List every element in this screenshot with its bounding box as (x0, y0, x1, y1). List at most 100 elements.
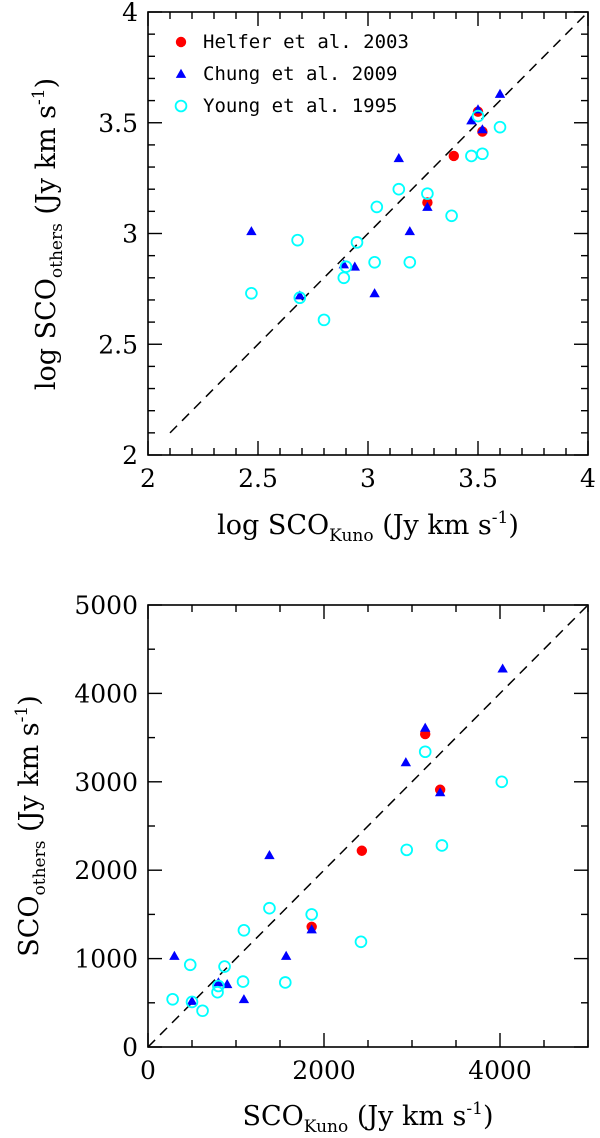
x-axis-title: log SCOKuno (Jy km s-1) (217, 508, 519, 546)
legend-marker (175, 68, 187, 78)
chung-point (264, 849, 275, 860)
young-point (166, 992, 179, 1006)
legend-marker (175, 36, 187, 48)
log-scale-panel: 2 2.5 3 3.5 4 2 2.5 3 3.5 4 Helfer et al. 2003 Chu… (29, 0, 596, 546)
y-tick-label: 2.5 (98, 330, 138, 359)
data-points (245, 88, 507, 327)
y-tick-label: 3.5 (98, 109, 138, 138)
young-point (293, 291, 307, 305)
young-point (278, 976, 292, 989)
young-point (370, 200, 384, 214)
young-point (354, 935, 368, 949)
chung-point (393, 152, 404, 163)
x-tick-label: 2 (140, 464, 156, 493)
young-point (291, 233, 304, 247)
chung-point (306, 924, 317, 934)
young-point (465, 149, 478, 163)
helfer-point (356, 845, 368, 856)
y-tick-label: 2000 (74, 856, 138, 885)
young-point (368, 255, 381, 269)
young-point (317, 313, 331, 327)
legend: Helfer et al. 2003 Chung et al. 2009 Young… (174, 31, 409, 117)
data-points (166, 663, 509, 1018)
chung-point (404, 226, 415, 236)
x-tick-label: 2000 (292, 1056, 356, 1085)
young-point (196, 1004, 209, 1018)
x-tick-label: 3.5 (458, 464, 498, 493)
y-tick-label: 3 (122, 220, 138, 249)
plot-frame (147, 11, 589, 456)
y-tick-label: 2 (122, 441, 138, 470)
chung-point (494, 88, 506, 98)
reference-line-layer (169, 11, 589, 434)
young-point (392, 182, 406, 196)
x-tick-label: 0 (140, 1056, 156, 1085)
chung-point (213, 977, 224, 987)
chung-point (369, 288, 380, 298)
reference-line-layer (147, 604, 589, 1048)
y-tick-label: 1000 (74, 945, 138, 974)
young-point (400, 843, 414, 857)
chung-point (169, 950, 180, 960)
young-point (421, 187, 434, 200)
young-point (212, 979, 225, 993)
chung-point (246, 226, 257, 236)
y-tick-label: 5000 (74, 591, 138, 620)
one-to-one-line (169, 11, 589, 434)
chung-point (497, 663, 508, 673)
young-point (263, 901, 276, 915)
chung-point (238, 994, 250, 1004)
young-point (183, 958, 197, 972)
one-to-one-line (147, 604, 589, 1048)
young-point (403, 255, 417, 269)
young-point (418, 745, 432, 759)
young-point (339, 260, 353, 274)
x-axis-title: SCOKuno (Jy km s-1) (242, 1099, 493, 1137)
young-point (236, 975, 250, 988)
y-tick-label: 4 (122, 0, 138, 27)
chung-point (294, 290, 305, 300)
x-tick-label: 4 (580, 464, 596, 493)
chung-point (186, 995, 198, 1005)
y-axis-title: log SCOothers (Jy km s-1) (29, 78, 67, 390)
young-point (245, 287, 258, 300)
young-point (237, 924, 251, 937)
young-point (337, 271, 351, 285)
y-tick-label: 3000 (74, 768, 138, 797)
x-tick-label: 3 (360, 464, 376, 493)
linear-scale-panel: 0 2000 4000 0 1000 2000 3000 4000 5000 SCOKuno (… (12, 591, 589, 1137)
chung-point (434, 787, 446, 797)
tick-labels: 0 2000 4000 0 1000 2000 3000 4000 5000 (74, 591, 531, 1085)
young-point (218, 960, 231, 973)
chung-point (420, 722, 431, 732)
chung-point (477, 124, 488, 134)
legend-label: Helfer et al. 2003 (203, 31, 409, 53)
chung-point (466, 115, 477, 125)
legend-label: Chung et al. 2009 (203, 63, 397, 85)
young-point (445, 209, 458, 223)
young-point (185, 995, 199, 1009)
x-tick-label: 2.5 (238, 464, 278, 493)
chung-point (422, 201, 433, 211)
legend-marker (174, 99, 188, 113)
young-point (471, 109, 485, 123)
legend-label: Young et al. 1995 (203, 95, 397, 117)
young-point (350, 236, 364, 249)
plot-frame (147, 604, 589, 1048)
chung-point (349, 261, 360, 271)
helfer-point (448, 150, 459, 162)
y-axis-title: SCOothers (Jy km s-1) (12, 695, 50, 957)
young-point (476, 147, 489, 161)
chung-point (400, 757, 412, 767)
young-point (495, 775, 509, 789)
x-tick-label: 4000 (468, 1056, 532, 1085)
young-point (435, 839, 449, 852)
y-tick-label: 0 (122, 1033, 138, 1062)
chung-point (280, 950, 292, 960)
tick-labels: 2 2.5 3 3.5 4 2 2.5 3 3.5 4 (98, 0, 596, 493)
young-point (305, 908, 318, 921)
young-point (493, 120, 507, 134)
y-tick-label: 4000 (74, 679, 138, 708)
young-point (211, 985, 224, 999)
